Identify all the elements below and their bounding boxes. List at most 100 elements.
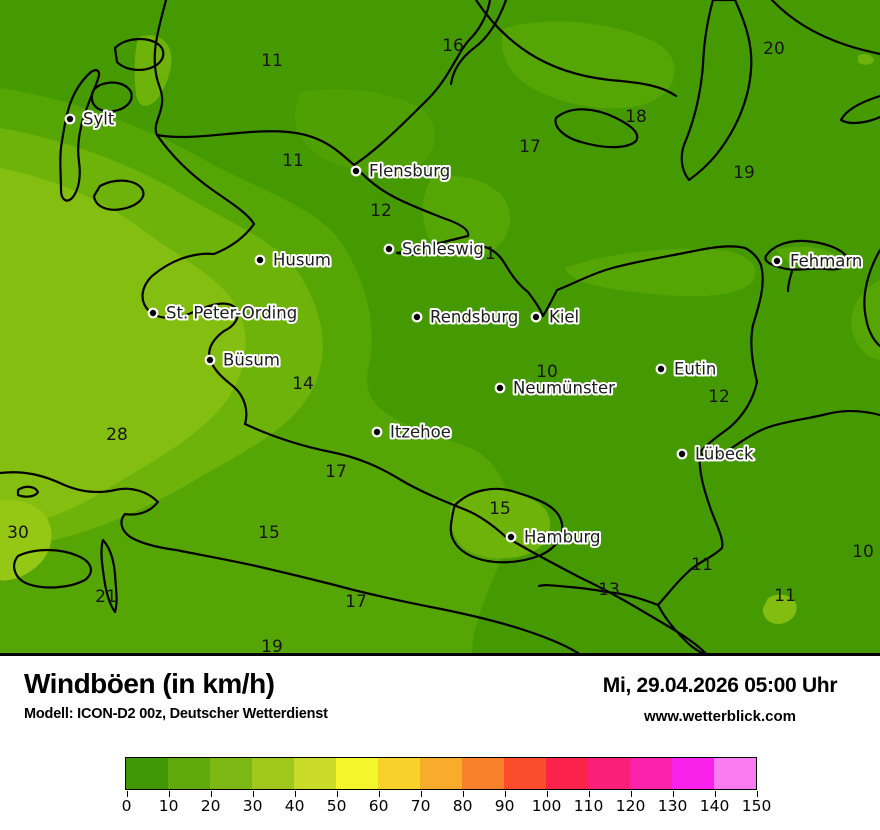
colorbar-segment <box>672 758 714 789</box>
wind-value-label: 28 <box>106 425 128 445</box>
coastline-borders <box>0 0 880 655</box>
colorbar-tick-label: 130 <box>657 797 688 815</box>
colorbar-segment <box>462 758 504 789</box>
wind-value-label: 20 <box>763 39 785 59</box>
city-label: Rendsburg <box>430 308 518 327</box>
wind-value-label: 16 <box>442 36 464 56</box>
colorbar-tick <box>378 791 381 798</box>
city-label: Eutin <box>674 360 716 379</box>
colorbar-segment <box>588 758 630 789</box>
wind-value-label: 11 <box>774 586 796 606</box>
city-marker <box>505 531 517 543</box>
colorbar-tick <box>756 791 759 798</box>
colorbar-tick <box>504 791 507 798</box>
colorbar-tick-label: 80 <box>452 797 473 815</box>
model-info: Modell: ICON-D2 00z, Deutscher Wetterdie… <box>24 706 328 722</box>
colorbar-tick-label: 120 <box>615 797 646 815</box>
colorbar-segments <box>125 757 757 790</box>
colorbar-segment <box>294 758 336 789</box>
colorbar-segment <box>252 758 294 789</box>
city-marker <box>371 426 383 438</box>
colorbar-tick <box>252 791 255 798</box>
colorbar-tick <box>588 791 591 798</box>
city-label: Itzehoe <box>390 423 451 442</box>
wind-speed-colorbar: 0 10 20 30 40 50 60 70 80 90 100 110 120 130 140 150 <box>121 757 771 815</box>
colorbar-tick <box>420 791 423 798</box>
city-label: Fehmarn <box>790 252 862 271</box>
colorbar-tick-label: 30 <box>242 797 263 815</box>
colorbar-tick-label: 110 <box>573 797 604 815</box>
valid-datetime: Mi, 29.04.2026 05:00 Uhr <box>602 674 838 697</box>
colorbar-segment <box>420 758 462 789</box>
website-url: www.wetterblick.com <box>644 708 796 725</box>
colorbar-tick-label: 10 <box>158 797 179 815</box>
colorbar-tick-label: 40 <box>284 797 305 815</box>
wind-value-label: 11 <box>282 151 304 171</box>
city-marker <box>147 307 159 319</box>
colorbar-segment <box>378 758 420 789</box>
city-marker <box>655 363 667 375</box>
city-marker <box>771 255 783 267</box>
wind-value-labels: 11 16 20 18 17 19 11 12 11 14 10 12 28 17 15 30 21 17 19 15… <box>7 36 874 655</box>
colorbar-segment <box>210 758 252 789</box>
colorbar-tick <box>546 791 549 798</box>
city-label: Hamburg <box>524 528 601 547</box>
wind-value-label: 13 <box>598 580 620 600</box>
colorbar-segment <box>336 758 378 789</box>
colorbar-segment <box>630 758 672 789</box>
colorbar-tick <box>210 791 213 798</box>
wind-value-label: 17 <box>325 462 347 482</box>
weather-map: 11 16 20 18 17 19 11 12 11 14 10 12 28 17 15 30 21 17 19 15… <box>0 0 880 655</box>
city-marker <box>254 254 266 266</box>
city-marker <box>494 382 506 394</box>
colorbar-tick <box>294 791 297 798</box>
colorbar-segment <box>126 758 168 789</box>
city-marker <box>204 354 216 366</box>
city-marker <box>530 311 542 323</box>
wind-value-label: 19 <box>733 163 755 183</box>
colorbar-tick-label: 150 <box>741 797 772 815</box>
wind-value-label: 15 <box>258 523 280 543</box>
city-label: Büsum <box>223 351 280 370</box>
colorbar-tick <box>336 791 339 798</box>
city-label: Neumünster <box>513 379 615 398</box>
colorbar-tick <box>630 791 633 798</box>
wind-value-label: 14 <box>292 374 314 394</box>
city-marker <box>383 243 395 255</box>
wind-value-label: 11 <box>261 51 283 71</box>
wind-value-label: 11 <box>691 555 713 575</box>
city-label: Kiel <box>549 308 579 327</box>
colorbar-tick-label: 50 <box>326 797 347 815</box>
wind-value-label: 21 <box>95 587 117 607</box>
city-label: Flensburg <box>369 162 450 181</box>
colorbar-segment <box>168 758 210 789</box>
city-marker <box>64 113 76 125</box>
colorbar-tick <box>126 791 129 798</box>
colorbar-tick-label: 140 <box>699 797 730 815</box>
city-marker <box>350 165 362 177</box>
wind-value-label: 18 <box>625 107 647 127</box>
colorbar-tick-label: 70 <box>410 797 431 815</box>
city-label: Husum <box>273 251 331 270</box>
colorbar-segment <box>714 758 756 789</box>
city-label: Sylt <box>83 110 115 129</box>
colorbar-tick-label: 90 <box>494 797 515 815</box>
wind-value-label: 12 <box>708 387 730 407</box>
wind-value-label: 10 <box>536 362 558 382</box>
city-marker <box>676 448 688 460</box>
colorbar-tick <box>462 791 465 798</box>
map-bottom-frame <box>0 653 880 656</box>
wind-value-label: 19 <box>261 637 283 655</box>
colorbar-segment <box>546 758 588 789</box>
wind-value-label: 10 <box>852 542 874 562</box>
colorbar-tick-label: 20 <box>200 797 221 815</box>
colorbar-tick-label: 100 <box>531 797 562 815</box>
colorbar-segment <box>504 758 546 789</box>
city-label: St. Peter-Ording <box>166 304 297 323</box>
colorbar-tick <box>714 791 717 798</box>
colorbar-tick <box>168 791 171 798</box>
city-marker <box>411 311 423 323</box>
colorbar-tick-label: 60 <box>368 797 389 815</box>
colorbar-tick-label: 0 <box>121 797 132 815</box>
wind-gust-map-canvas: 11 16 20 18 17 19 11 12 11 14 10 12 28 17 15 30 21 17 19 15… <box>0 0 880 655</box>
